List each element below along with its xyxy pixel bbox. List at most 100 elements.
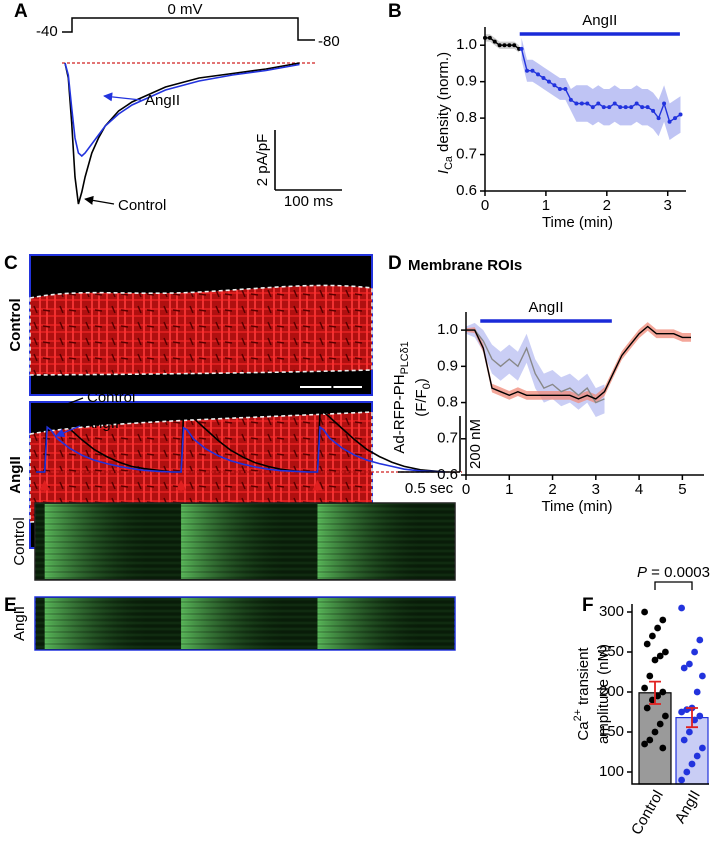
error-band xyxy=(521,37,681,140)
row-label: AngII xyxy=(7,456,24,494)
data-point xyxy=(662,648,669,656)
x-tick-label: 3 xyxy=(592,481,600,498)
data-point xyxy=(662,712,669,720)
data-point xyxy=(552,83,557,88)
voltage-protocol xyxy=(62,17,315,41)
y-tick-label: 0.7 xyxy=(456,146,477,163)
error-band xyxy=(466,322,605,417)
data-point xyxy=(641,684,648,692)
x-tick-label: 5 xyxy=(678,481,686,498)
label-arrow xyxy=(55,425,81,438)
data-point xyxy=(659,688,667,696)
data-point xyxy=(590,105,595,110)
data-point xyxy=(680,736,688,744)
significance-bracket xyxy=(654,581,693,590)
data-point xyxy=(629,105,634,110)
x-tick-label: 0 xyxy=(481,197,489,214)
data-point xyxy=(686,660,693,668)
error-bar xyxy=(649,680,661,705)
x-tick-label: 2 xyxy=(603,197,611,214)
y-tick-label: 0.8 xyxy=(437,394,458,411)
text-part: P xyxy=(637,564,647,581)
data-point xyxy=(579,101,584,106)
data-point xyxy=(641,608,648,616)
data-point xyxy=(568,97,573,102)
data-line xyxy=(466,329,605,404)
text-part: density (norm.) xyxy=(435,52,452,156)
row-label: Control xyxy=(7,298,24,351)
scale-bar-y-label: 2 pA/pF xyxy=(254,134,271,187)
y-tick-label: 100 xyxy=(599,763,624,780)
trace-label: AngII xyxy=(145,92,180,109)
x-tick-label: AngII xyxy=(672,787,704,826)
data-point xyxy=(699,672,706,680)
trace-label: Control xyxy=(87,389,135,406)
data-point xyxy=(512,43,517,48)
row-label: AngII xyxy=(11,606,28,641)
panel-letter: A xyxy=(14,1,28,22)
y-axis-label: (F/F0) xyxy=(413,378,433,417)
data-point xyxy=(535,72,540,77)
y-tick-label: 200 xyxy=(599,683,624,700)
data-point xyxy=(612,101,617,106)
text-part: 2+ xyxy=(572,709,584,721)
y-tick-label: 150 xyxy=(599,723,624,740)
y-tick-label: 0.9 xyxy=(437,357,458,374)
trace-line xyxy=(64,62,300,158)
data-point xyxy=(662,101,667,106)
protocol-label: 0 mV xyxy=(167,1,202,18)
label-arrow xyxy=(84,195,115,205)
data-point xyxy=(541,76,546,81)
data-point xyxy=(649,632,656,640)
y-tick-label: 1.0 xyxy=(437,321,458,338)
scale-bar-x-label: 100 ms xyxy=(284,193,333,210)
data-point xyxy=(492,39,497,44)
error-band xyxy=(466,322,691,404)
annotation-label: AngII xyxy=(529,299,564,316)
data-point xyxy=(651,656,659,664)
text-part: transient xyxy=(575,647,592,710)
y-tick-label: 0.6 xyxy=(456,182,477,199)
data-point xyxy=(596,101,601,106)
trace-label: Control xyxy=(118,197,166,214)
data-point xyxy=(693,688,701,696)
text-part: Ca xyxy=(575,721,592,741)
data-point xyxy=(651,728,659,736)
data-point xyxy=(563,86,568,91)
x-tick-label: 0 xyxy=(462,481,470,498)
data-line xyxy=(466,325,691,400)
data-point xyxy=(487,35,492,40)
data-point xyxy=(699,744,706,752)
text-part: PLCδ1 xyxy=(114,264,148,276)
linescan-texture xyxy=(35,597,455,650)
text-part: = 0.0003 xyxy=(647,564,710,581)
panel-letter: F xyxy=(582,595,594,616)
data-point xyxy=(557,86,562,91)
y-tick-label: 0.6 xyxy=(437,466,458,483)
data-point xyxy=(688,760,696,768)
data-point xyxy=(680,664,688,672)
panel-letter: D xyxy=(388,253,402,274)
data-point xyxy=(640,105,645,110)
y-tick-label: 250 xyxy=(599,643,624,660)
trace-line xyxy=(36,425,446,473)
data-point xyxy=(585,101,590,106)
image-title: Ad-RFP-PHPLCδ1 xyxy=(33,256,148,276)
data-point xyxy=(502,43,507,48)
linescan-texture xyxy=(35,503,455,580)
data-point xyxy=(659,744,667,752)
x-tick-label: 3 xyxy=(664,197,672,214)
panel-letter: E xyxy=(4,595,17,616)
y-tick-label: 0.9 xyxy=(456,73,477,90)
data-point xyxy=(601,105,606,110)
trace-label: AngII xyxy=(84,415,119,432)
scale-bar-y-label: 200 nM xyxy=(467,419,484,469)
y-axis-label: Ca2+ transient xyxy=(572,647,592,741)
data-point xyxy=(546,79,551,84)
axes xyxy=(631,604,709,785)
chart-title: Membrane ROIs xyxy=(408,257,522,274)
x-tick-label: Control xyxy=(628,787,667,837)
data-point xyxy=(525,68,530,73)
text-part: Ad-RFP-PH xyxy=(33,256,114,273)
x-axis-label: Time (min) xyxy=(542,214,613,231)
